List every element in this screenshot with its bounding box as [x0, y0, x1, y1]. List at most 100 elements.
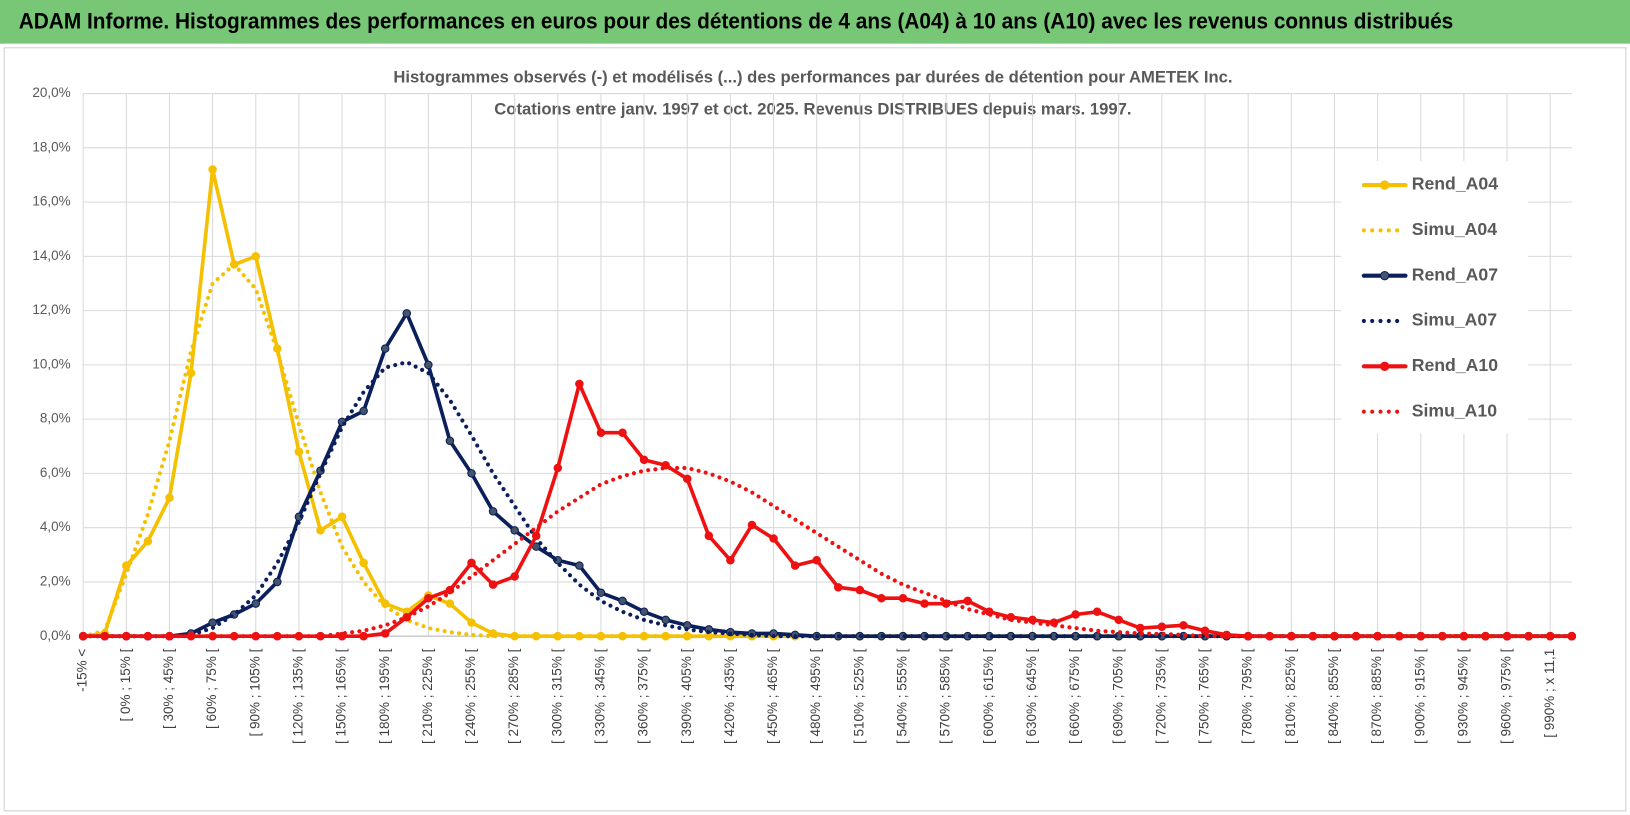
x-tick-label: [ 780% ; 795% [: [1240, 648, 1255, 744]
data-point: [424, 593, 433, 603]
x-tick-label: [ 510% ; 525% [: [851, 648, 866, 744]
series-line: [81, 465, 1574, 639]
data-point: [294, 447, 304, 456]
x-tick-label: [ 630% ; 645% [: [1024, 648, 1039, 744]
data-point: [251, 599, 261, 608]
y-tick-label: 20,0%: [32, 85, 70, 100]
data-point: [251, 252, 261, 261]
x-tick-label: [ 450% ; 465% [: [765, 648, 780, 744]
data-point: [424, 360, 433, 370]
x-tick-label: -15% <: [75, 649, 90, 692]
data-point: [488, 580, 498, 589]
header-title: ADAM Informe. Histogrammes des performan…: [19, 9, 1454, 34]
legend-marker: [1379, 361, 1390, 372]
x-tick-label: [ 390% ; 405% [: [679, 648, 694, 744]
x-tick-label: [ 60% ; 75% [: [204, 648, 219, 729]
data-point: [1114, 615, 1123, 625]
x-tick-label: [ 0% ; 15% [: [118, 648, 133, 721]
x-tick-label: [ 300% ; 315% [: [549, 648, 564, 744]
x-tick-label: [ 360% ; 375% [: [636, 648, 651, 744]
series-line: [81, 360, 1574, 639]
data-point: [1179, 621, 1188, 630]
y-tick-label: 14,0%: [32, 248, 70, 263]
data-point: [726, 555, 735, 565]
data-point: [359, 406, 368, 416]
y-tick-label: 16,0%: [32, 194, 70, 209]
data-point: [337, 512, 347, 522]
x-tick-label: [ 540% ; 555% [: [895, 648, 910, 744]
legend-box: [1341, 161, 1529, 434]
x-tick-label: [ 990% ; x 11,1: [1542, 649, 1557, 738]
data-point: [963, 596, 972, 606]
data-point: [920, 599, 929, 608]
x-tick-label: [ 120% ; 135% [: [290, 648, 305, 744]
data-point: [661, 615, 670, 625]
x-tick-label: [ 930% ; 945% [: [1455, 648, 1470, 744]
data-point: [380, 629, 390, 638]
x-tick-label: [ 180% ; 195% [: [377, 648, 392, 744]
data-point: [445, 599, 455, 608]
data-point: [575, 561, 584, 570]
data-point: [467, 618, 476, 627]
data-point: [1200, 626, 1210, 636]
data-point: [639, 455, 649, 465]
data-point: [359, 558, 368, 568]
data-point: [898, 593, 908, 603]
legend-label: Rend_A07: [1412, 264, 1499, 284]
x-tick-label: [ 690% ; 705% [: [1110, 648, 1125, 744]
data-point: [402, 309, 412, 318]
data-point: [682, 474, 692, 484]
y-tick-label: 2,0%: [40, 573, 71, 588]
x-tick-label: [ 840% ; 855% [: [1326, 648, 1341, 744]
data-point: [186, 368, 196, 378]
x-tick-label: [ 150% ; 165% [: [334, 648, 349, 744]
data-point: [1157, 622, 1167, 631]
data-point: [596, 428, 606, 437]
y-tick-label: 6,0%: [40, 465, 71, 480]
y-tick-label: 12,0%: [32, 302, 70, 317]
x-tick-label: [ 660% ; 675% [: [1067, 648, 1082, 744]
data-point: [510, 526, 519, 535]
x-tick-label: [ 30% ; 45% [: [161, 648, 176, 729]
data-point: [769, 534, 778, 543]
chart-border: [3, 47, 1627, 812]
x-tick-label: [ 900% ; 915% [: [1412, 648, 1427, 744]
x-tick-label: [ 90% ; 105% [: [247, 648, 262, 736]
data-point: [704, 531, 714, 541]
x-tick-label: [ 270% ; 285% [: [506, 648, 521, 744]
data-point: [618, 596, 627, 606]
x-tick-label: [ 240% ; 255% [: [463, 648, 478, 744]
data-point: [531, 531, 541, 541]
x-tick-label: [ 420% ; 435% [: [722, 648, 737, 744]
data-point: [316, 526, 325, 535]
legend-marker: [1379, 271, 1390, 281]
data-point: [380, 344, 390, 353]
x-tick-label: [ 960% ; 975% [: [1499, 648, 1514, 744]
data-point: [833, 583, 843, 592]
x-tick-label: [ 330% ; 345% [: [593, 648, 608, 744]
legend-label: Simu_A04: [1412, 219, 1498, 239]
data-point: [467, 558, 476, 568]
x-tick-label: [ 210% ; 225% [: [420, 648, 435, 744]
legend: Rend_A04 Simu_A04 Rend_A07 Simu_A07 Rend_A10…: [1341, 161, 1529, 434]
data-point: [553, 463, 563, 473]
plot: [78, 165, 1577, 641]
x-tick-label: [ 870% ; 885% [: [1369, 648, 1384, 744]
data-point: [855, 585, 865, 595]
data-point: [1092, 607, 1102, 617]
legend-label: Rend_A10: [1412, 355, 1499, 375]
data-point: [596, 588, 606, 598]
y-tick-label: 4,0%: [40, 519, 71, 534]
data-point: [165, 493, 174, 503]
x-tick-label: [ 570% ; 585% [: [938, 648, 953, 744]
data-point: [812, 555, 821, 565]
data-point: [618, 428, 627, 437]
data-point: [467, 469, 476, 478]
data-point: [510, 572, 519, 581]
data-point: [1071, 610, 1080, 619]
data-point: [1136, 623, 1145, 633]
x-tick-label: [ 480% ; 495% [: [808, 648, 823, 744]
legend-label: Simu_A10: [1412, 400, 1498, 420]
data-point: [359, 631, 368, 641]
